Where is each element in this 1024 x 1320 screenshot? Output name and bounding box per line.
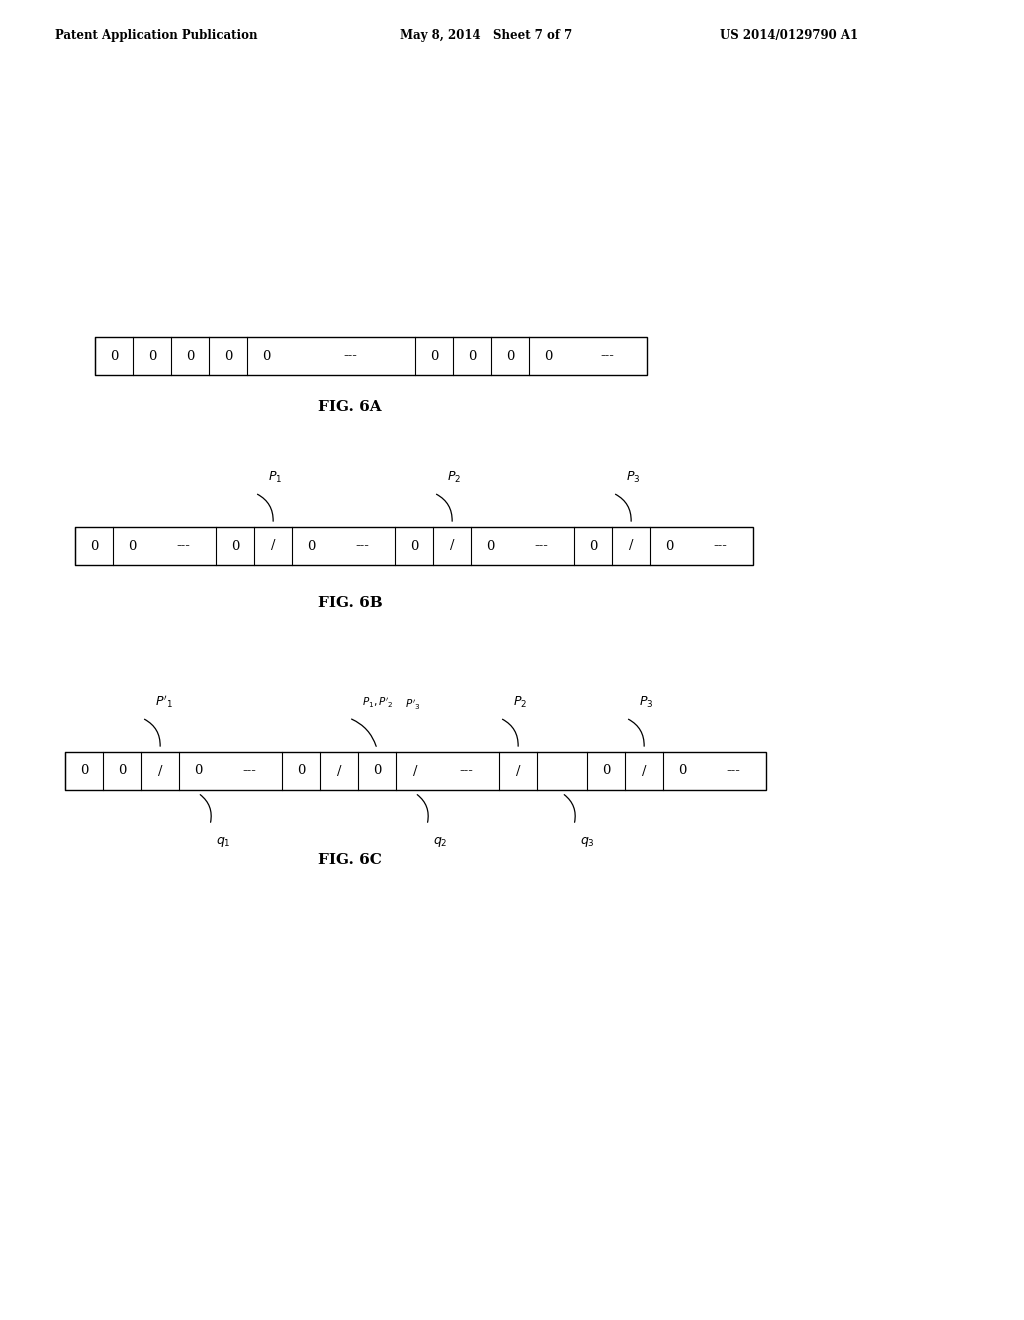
Text: 0: 0 bbox=[589, 540, 597, 553]
Text: $P_3$: $P_3$ bbox=[639, 694, 653, 710]
Text: ---: --- bbox=[343, 350, 357, 363]
Text: 0: 0 bbox=[468, 350, 476, 363]
Text: ---: --- bbox=[176, 540, 190, 553]
Text: ---: --- bbox=[535, 540, 549, 553]
Text: $P_2$: $P_2$ bbox=[513, 694, 527, 710]
Text: ---: --- bbox=[600, 350, 614, 363]
Text: 0: 0 bbox=[665, 540, 673, 553]
Text: /: / bbox=[270, 540, 275, 553]
Text: /: / bbox=[629, 540, 633, 553]
Text: /: / bbox=[450, 540, 455, 553]
Text: $P_1$: $P_1$ bbox=[268, 470, 283, 484]
Text: $q_1$: $q_1$ bbox=[216, 836, 230, 849]
Text: 0: 0 bbox=[128, 540, 136, 553]
Text: 0: 0 bbox=[485, 540, 495, 553]
Text: 0: 0 bbox=[194, 764, 202, 777]
Text: /: / bbox=[413, 764, 417, 777]
Text: $P_2$: $P_2$ bbox=[447, 470, 461, 484]
FancyBboxPatch shape bbox=[95, 337, 647, 375]
Text: 0: 0 bbox=[110, 350, 118, 363]
Text: $P'_3$: $P'_3$ bbox=[406, 698, 421, 711]
Text: 0: 0 bbox=[544, 350, 552, 363]
Text: 0: 0 bbox=[80, 764, 88, 777]
Text: 0: 0 bbox=[224, 350, 232, 363]
Text: 0: 0 bbox=[307, 540, 315, 553]
Text: /: / bbox=[158, 764, 162, 777]
Text: FIG. 6B: FIG. 6B bbox=[317, 597, 382, 610]
Text: 0: 0 bbox=[147, 350, 157, 363]
FancyBboxPatch shape bbox=[65, 752, 766, 789]
Text: 0: 0 bbox=[678, 764, 686, 777]
Text: 0: 0 bbox=[410, 540, 418, 553]
Text: $q_3$: $q_3$ bbox=[580, 836, 595, 849]
Text: 0: 0 bbox=[230, 540, 240, 553]
Text: /: / bbox=[337, 764, 341, 777]
Text: $P_1, P'_2$: $P_1, P'_2$ bbox=[362, 696, 394, 710]
Text: May 8, 2014   Sheet 7 of 7: May 8, 2014 Sheet 7 of 7 bbox=[400, 29, 572, 41]
Text: $q_2$: $q_2$ bbox=[433, 836, 447, 849]
Text: ---: --- bbox=[714, 540, 727, 553]
Text: /: / bbox=[516, 764, 520, 777]
Text: 0: 0 bbox=[297, 764, 305, 777]
Text: FIG. 6A: FIG. 6A bbox=[318, 400, 382, 414]
Text: $P_3$: $P_3$ bbox=[626, 470, 640, 484]
Text: ---: --- bbox=[460, 764, 473, 777]
Text: 0: 0 bbox=[430, 350, 438, 363]
Text: 0: 0 bbox=[118, 764, 126, 777]
FancyBboxPatch shape bbox=[75, 527, 753, 565]
Text: 0: 0 bbox=[185, 350, 195, 363]
Text: 0: 0 bbox=[90, 540, 98, 553]
Text: Patent Application Publication: Patent Application Publication bbox=[55, 29, 257, 41]
Text: ---: --- bbox=[243, 764, 256, 777]
Text: 0: 0 bbox=[602, 764, 610, 777]
Text: ---: --- bbox=[727, 764, 740, 777]
Text: ---: --- bbox=[355, 540, 370, 553]
Text: US 2014/0129790 A1: US 2014/0129790 A1 bbox=[720, 29, 858, 41]
Text: 0: 0 bbox=[373, 764, 381, 777]
Text: /: / bbox=[642, 764, 646, 777]
Text: 0: 0 bbox=[262, 350, 270, 363]
Text: 0: 0 bbox=[506, 350, 514, 363]
Text: FIG. 6C: FIG. 6C bbox=[318, 853, 382, 867]
Text: $P'_1$: $P'_1$ bbox=[155, 693, 173, 710]
